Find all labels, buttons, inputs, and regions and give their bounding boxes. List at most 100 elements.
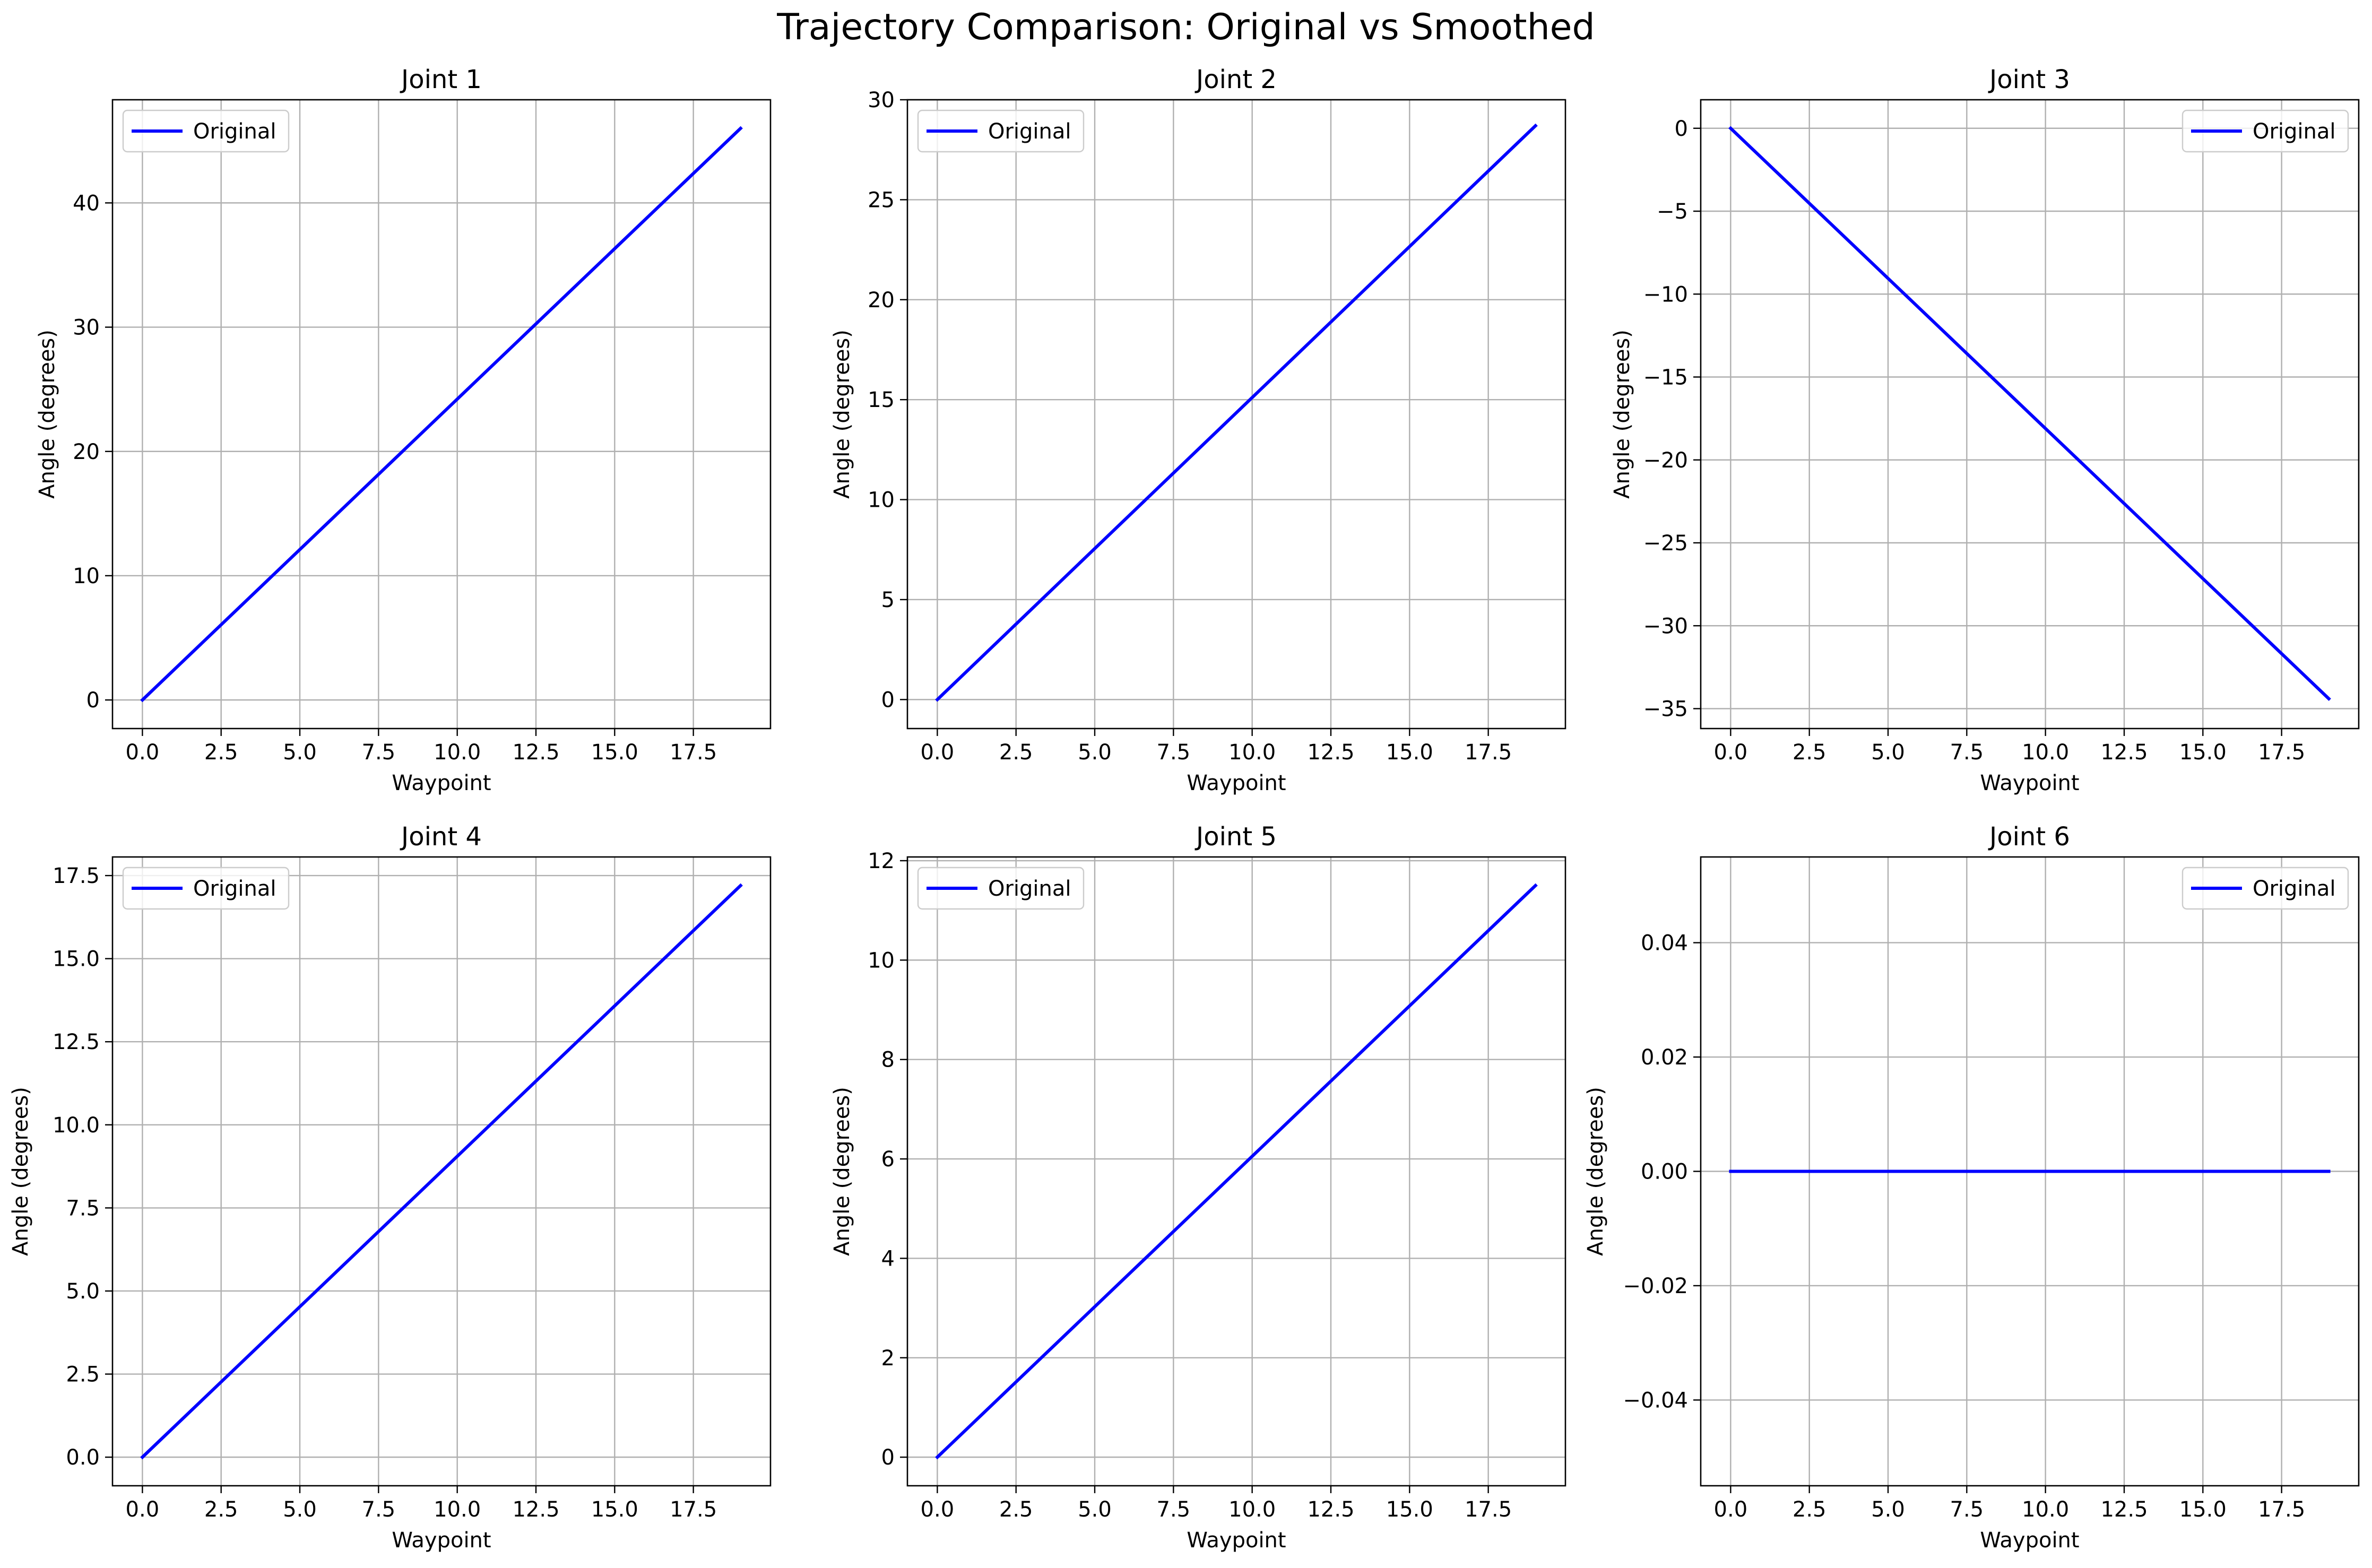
figure-title: Trajectory Comparison: Original vs Smoot… <box>777 6 1595 48</box>
series-line-original <box>935 123 1538 702</box>
x-tick-label: 5.0 <box>1871 740 1905 765</box>
x-tick-label: 15.0 <box>1386 740 1433 765</box>
y-axis-label: Angle (degrees) <box>1583 1087 1608 1256</box>
x-tick-label: 5.0 <box>1078 740 1112 765</box>
x-tick-label: 7.5 <box>1157 740 1191 765</box>
legend-label: Original <box>2253 119 2336 144</box>
x-tick-label: 5.0 <box>283 1497 317 1522</box>
legend-box <box>122 109 290 153</box>
x-tick-label: 7.5 <box>1157 1497 1191 1522</box>
legend-box <box>122 867 290 910</box>
y-tick-label: 10 <box>73 564 100 588</box>
x-tick-label: 12.5 <box>512 1497 559 1522</box>
series-line-original <box>1728 126 2331 701</box>
x-tick-label: 0.0 <box>126 740 160 765</box>
y-tick-label: 0 <box>1675 117 1688 141</box>
x-tick-label: 7.5 <box>362 740 396 765</box>
subplot-title: Joint 4 <box>400 822 482 852</box>
legend-label: Original <box>988 877 1071 901</box>
x-tick-label: 2.5 <box>999 1497 1033 1522</box>
x-axis-label: Waypoint <box>392 771 491 795</box>
x-tick-label: 10.0 <box>434 1497 481 1522</box>
x-tick-label: 0.0 <box>921 740 955 765</box>
axes-frame <box>906 99 1566 730</box>
y-tick-label: 0.04 <box>1641 931 1688 956</box>
x-tick-label: 5.0 <box>1871 1497 1905 1522</box>
y-tick-label: 10 <box>868 948 895 973</box>
x-axis-label: Waypoint <box>392 1528 491 1553</box>
subplot-title: Joint 6 <box>1988 822 2070 852</box>
x-tick-label: 15.0 <box>2179 740 2227 765</box>
x-tick-label: 7.5 <box>362 1497 396 1522</box>
x-tick-label: 17.5 <box>2258 1497 2305 1522</box>
x-tick-label: 7.5 <box>1950 740 1984 765</box>
y-tick-label: 8 <box>881 1048 895 1072</box>
y-tick-label: 7.5 <box>66 1196 100 1220</box>
x-tick-label: 15.0 <box>591 1497 638 1522</box>
legend-label: Original <box>988 119 1071 144</box>
legend-label: Original <box>193 877 276 901</box>
legend: Original <box>2181 109 2349 153</box>
subplot-joint-6: 0.0 2.5 5.0 7.5 10.0 12.5 15.0 17.5 −0.04 −0.02 0.… <box>1583 822 2360 1553</box>
x-tick-label: 0.0 <box>126 1497 160 1522</box>
y-tick-label: 0 <box>881 1445 895 1470</box>
x-tick-label: 5.0 <box>1078 1497 1112 1522</box>
x-tick-label: 17.5 <box>670 1497 717 1522</box>
subplot-title: Joint 5 <box>1194 822 1277 852</box>
x-axis-label: Waypoint <box>1980 771 2079 795</box>
legend: Original <box>917 109 1085 153</box>
x-tick-label: 17.5 <box>1465 740 1512 765</box>
y-axis-label: Angle (degrees) <box>830 1087 854 1256</box>
y-tick-label: −5 <box>1657 200 1688 224</box>
y-tick-label: 20 <box>73 440 100 464</box>
x-tick-label: 7.5 <box>1950 1497 1984 1522</box>
series-line-original <box>140 883 743 1460</box>
x-tick-label: 17.5 <box>1465 1497 1512 1522</box>
y-tick-label: −25 <box>1643 531 1688 556</box>
subplot-title: Joint 1 <box>400 65 482 94</box>
x-tick-label: 0.0 <box>1714 1497 1748 1522</box>
legend-box <box>2181 109 2349 153</box>
y-tick-label: 12.5 <box>53 1030 100 1054</box>
y-tick-label: −0.02 <box>1623 1274 1688 1298</box>
x-tick-label: 15.0 <box>2179 1497 2227 1522</box>
legend-label: Original <box>193 119 276 144</box>
x-tick-label: 17.5 <box>670 740 717 765</box>
x-tick-label: 2.5 <box>204 1497 238 1522</box>
y-tick-label: 5 <box>881 588 895 612</box>
x-tick-label: 2.5 <box>204 740 238 765</box>
y-tick-label: 0.02 <box>1641 1045 1688 1070</box>
x-tick-label: 0.0 <box>921 1497 955 1522</box>
x-tick-label: 2.5 <box>1793 740 1826 765</box>
x-tick-label: 12.5 <box>2100 1497 2148 1522</box>
y-tick-label: 5.0 <box>66 1279 100 1304</box>
y-tick-label: 0 <box>86 688 100 713</box>
axes-frame <box>906 856 1566 1487</box>
y-tick-label: 4 <box>881 1246 895 1271</box>
legend: Original <box>122 867 290 910</box>
x-tick-label: 0.0 <box>1714 740 1748 765</box>
y-tick-label: 12 <box>868 849 895 873</box>
y-tick-label: 0.00 <box>1641 1160 1688 1184</box>
y-tick-label: 15.0 <box>53 947 100 972</box>
axes-frame <box>111 856 772 1487</box>
subplot-joint-5: 0.0 2.5 5.0 7.5 10.0 12.5 15.0 17.5 0 2 4 6 8 10 12 Joi… <box>830 822 1566 1553</box>
y-axis-label: Angle (degrees) <box>35 330 59 499</box>
y-tick-label: 10.0 <box>53 1113 100 1138</box>
y-tick-label: 17.5 <box>53 864 100 888</box>
y-tick-label: 6 <box>881 1147 895 1172</box>
y-tick-label: 2 <box>881 1346 895 1371</box>
legend-box <box>917 867 1085 910</box>
series-line-original <box>140 126 743 703</box>
y-tick-label: 25 <box>868 188 895 212</box>
y-tick-label: 40 <box>73 191 100 215</box>
y-tick-label: −20 <box>1643 448 1688 473</box>
x-tick-label: 15.0 <box>1386 1497 1433 1522</box>
legend-box <box>2181 867 2349 910</box>
x-tick-label: 10.0 <box>434 740 481 765</box>
x-axis-label: Waypoint <box>1187 1528 1286 1553</box>
axes-frame <box>111 99 772 730</box>
axes-frame <box>1700 99 2360 730</box>
y-tick-label: 2.5 <box>66 1363 100 1387</box>
